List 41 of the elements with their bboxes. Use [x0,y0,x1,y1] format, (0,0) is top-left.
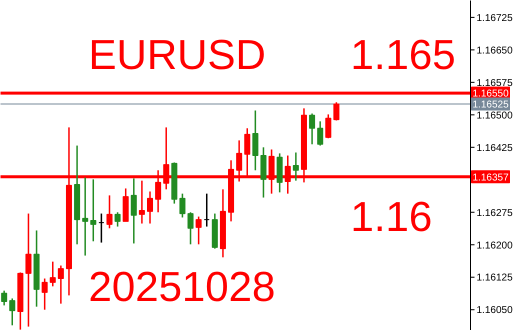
annotation: 1.16 [350,193,432,240]
candlestick [252,110,258,172]
candlestick [50,260,56,288]
candlestick [333,102,340,122]
ref-line-label: 1.16357 [472,172,510,184]
candlestick [1,290,8,306]
y-tick-label: 1.16425 [476,142,514,154]
y-tick-label: 1.16725 [476,12,514,24]
candlestick [58,264,64,304]
candlestick [106,194,113,230]
candlestick [188,212,194,246]
candlestick [146,190,154,224]
y-tick-label: 1.16575 [476,78,514,89]
candlestick [204,192,210,228]
y-tick-label: 1.16275 [476,208,514,219]
candlestick [82,176,88,256]
annotation: EURUSD [88,31,266,78]
candlestick [309,112,316,146]
candlestick [90,178,96,242]
annotation: 1.165 [350,31,456,78]
y-tick-label: 1.16500 [476,110,514,122]
ref-line-label: 1.16550 [472,88,510,100]
candlestick [25,212,32,328]
candlestick [42,278,48,310]
candlestick [317,120,324,146]
y-tick-label: 1.16125 [476,272,514,284]
candlestick [179,192,186,218]
candlestick [114,212,121,228]
y-tick-label: 1.16050 [476,305,514,316]
candlestick [98,212,104,244]
candlestick [130,178,137,244]
y-tick-label: 1.16200 [476,240,514,252]
candlestick [292,152,299,182]
candlestick [9,298,16,326]
candlestick [325,114,332,139]
y-tick-label: 1.16650 [476,45,514,56]
candlestick [196,216,202,246]
candlestick [138,180,145,224]
ref-line-label: 1.16525 [472,100,510,111]
annotation: 20251028 [88,263,276,310]
candlestick [260,146,266,198]
